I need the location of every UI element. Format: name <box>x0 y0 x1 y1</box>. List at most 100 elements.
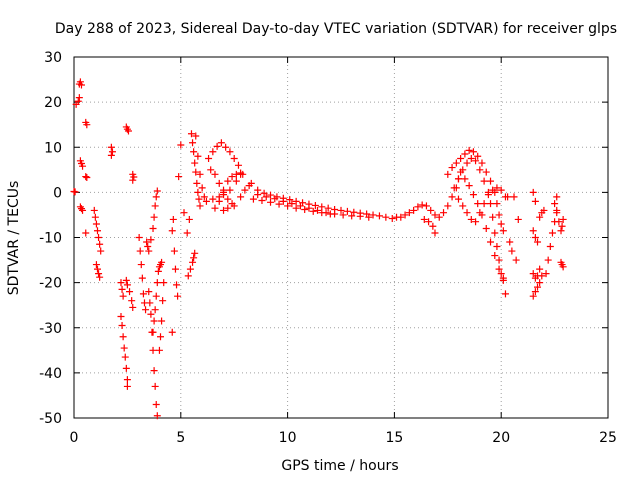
data-point <box>546 243 554 251</box>
data-point <box>136 247 144 255</box>
data-point <box>472 218 480 226</box>
data-point <box>480 200 488 208</box>
data-point <box>169 215 177 223</box>
data-point <box>152 400 160 408</box>
data-point <box>237 169 245 177</box>
data-point <box>465 146 473 154</box>
data-point <box>482 224 490 232</box>
data-point <box>388 215 396 223</box>
data-point <box>222 143 230 151</box>
data-point <box>150 213 158 221</box>
data-point <box>138 274 146 282</box>
data-point <box>497 220 505 228</box>
x-axis-label: GPS time / hours <box>281 458 398 474</box>
data-point <box>226 186 234 194</box>
data-point <box>529 270 537 278</box>
data-point <box>536 279 544 287</box>
data-point <box>454 175 462 183</box>
data-point <box>76 78 84 86</box>
data-point <box>96 273 104 281</box>
data-point <box>531 288 539 296</box>
data-point <box>476 166 484 174</box>
data-point <box>497 186 505 194</box>
data-point <box>137 261 145 269</box>
data-point <box>484 191 492 199</box>
data-point <box>184 272 192 280</box>
data-point <box>467 155 475 163</box>
data-point <box>499 227 507 235</box>
data-point <box>123 281 131 289</box>
data-point <box>139 290 147 298</box>
data-point <box>220 206 228 214</box>
chart-title: Day 288 of 2023, Sidereal Day-to-day VTE… <box>55 21 617 37</box>
data-point <box>551 200 559 208</box>
y-axis-label: SDTVAR / TECUs <box>6 181 22 296</box>
data-point <box>77 81 85 89</box>
data-point <box>91 213 99 221</box>
data-point <box>143 238 151 246</box>
data-point <box>151 202 159 210</box>
data-point <box>117 279 125 287</box>
data-point <box>237 193 245 201</box>
data-point <box>493 243 501 251</box>
data-point <box>183 229 191 237</box>
data-point <box>247 179 255 187</box>
data-point <box>202 197 210 205</box>
data-point <box>275 200 283 208</box>
data-point <box>410 206 418 214</box>
data-point <box>463 159 471 167</box>
data-point <box>529 227 537 235</box>
data-point <box>529 292 537 300</box>
data-point <box>82 173 90 181</box>
data-point <box>497 270 505 278</box>
data-point <box>254 191 262 199</box>
data-point <box>92 220 100 228</box>
data-point <box>309 207 317 215</box>
data-point <box>168 328 176 336</box>
data-point <box>339 211 347 219</box>
data-point <box>226 148 234 156</box>
data-point <box>224 177 232 185</box>
data-point <box>192 168 200 176</box>
data-point <box>93 227 101 235</box>
data-point <box>151 306 159 314</box>
data-point <box>435 213 443 221</box>
data-point <box>191 159 199 167</box>
data-point <box>499 274 507 282</box>
data-point <box>314 206 322 214</box>
data-point <box>401 211 409 219</box>
y-tick-label: 20 <box>44 95 62 111</box>
data-point <box>77 205 85 213</box>
data-point <box>553 209 561 217</box>
data-point <box>79 206 87 214</box>
data-point <box>232 170 240 178</box>
data-point <box>186 265 194 273</box>
data-point <box>82 229 90 237</box>
y-tick-label: -50 <box>39 411 62 427</box>
data-point <box>220 186 228 194</box>
data-point <box>158 258 166 266</box>
data-point <box>478 211 486 219</box>
data-point <box>151 382 159 390</box>
data-point <box>465 182 473 190</box>
data-point <box>149 224 157 232</box>
data-point <box>534 283 542 291</box>
data-point <box>350 208 358 216</box>
data-point <box>431 229 439 237</box>
data-point <box>506 238 514 246</box>
data-point <box>480 177 488 185</box>
data-point <box>150 367 158 375</box>
data-point <box>474 152 482 160</box>
x-tick-label: 20 <box>492 430 510 446</box>
data-point <box>171 265 179 273</box>
data-point <box>472 157 480 165</box>
y-tick-label: -20 <box>39 276 62 292</box>
data-point <box>461 150 469 158</box>
data-point <box>461 175 469 183</box>
data-point <box>365 213 373 221</box>
data-point <box>118 321 126 329</box>
data-point <box>452 159 460 167</box>
data-point <box>540 206 548 214</box>
x-tick-label: 5 <box>176 430 185 446</box>
data-point <box>174 292 182 300</box>
